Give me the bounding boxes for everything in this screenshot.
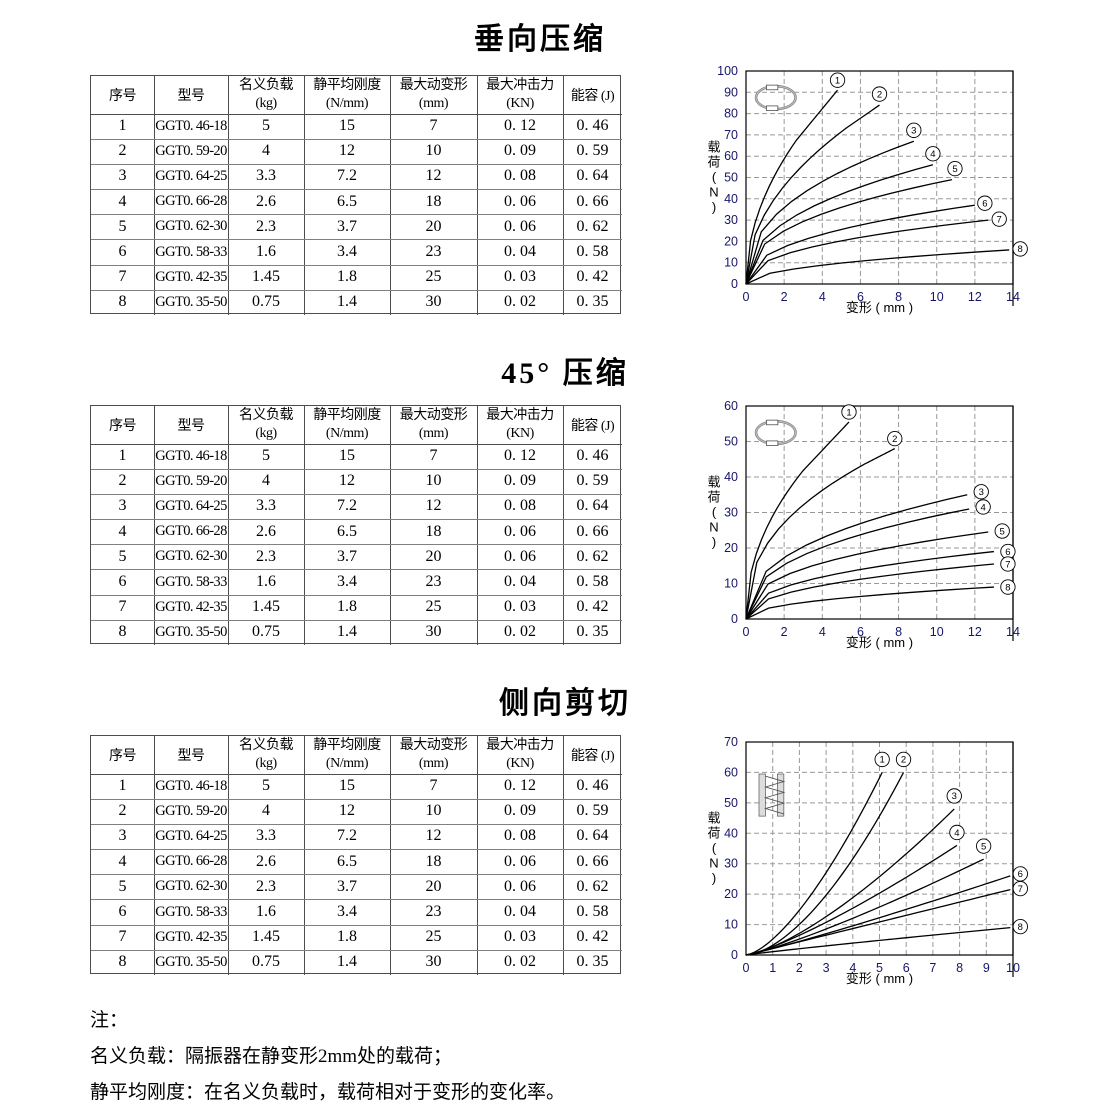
svg-text:3: 3	[823, 961, 830, 975]
svg-text:3: 3	[952, 791, 957, 802]
svg-text:30: 30	[724, 213, 738, 227]
svg-text:载: 载	[707, 811, 720, 826]
svg-text:7: 7	[1018, 884, 1023, 895]
svg-text:14: 14	[1006, 625, 1020, 639]
svg-text:50: 50	[724, 171, 738, 185]
svg-text:): )	[712, 535, 716, 550]
svg-text:5: 5	[1000, 526, 1005, 537]
svg-text:0: 0	[731, 612, 738, 626]
svg-text:载: 载	[707, 475, 720, 490]
svg-text:N: N	[709, 520, 718, 535]
svg-text:8: 8	[1005, 582, 1010, 593]
svg-text:5: 5	[952, 164, 957, 175]
svg-text:载: 载	[707, 140, 720, 155]
svg-text:80: 80	[724, 107, 738, 121]
svg-text:12: 12	[968, 625, 982, 639]
svg-text:60: 60	[724, 765, 738, 779]
svg-text:8: 8	[956, 961, 963, 975]
svg-text:50: 50	[724, 435, 738, 449]
svg-text:0: 0	[743, 290, 750, 304]
svg-text:5: 5	[981, 841, 986, 852]
svg-text:1: 1	[835, 75, 840, 86]
svg-text:10: 10	[1006, 961, 1020, 975]
svg-text:7: 7	[1005, 559, 1010, 570]
svg-text:40: 40	[724, 826, 738, 840]
svg-text:(: (	[712, 841, 717, 856]
svg-text:70: 70	[724, 735, 738, 749]
svg-text:4: 4	[930, 149, 935, 160]
svg-text:1: 1	[846, 407, 851, 418]
svg-text:荷: 荷	[707, 155, 720, 170]
svg-text:N: N	[709, 856, 718, 871]
svg-text:荷: 荷	[707, 826, 720, 841]
svg-text:2: 2	[877, 89, 882, 100]
svg-text:3: 3	[979, 487, 984, 498]
svg-text:4: 4	[819, 625, 826, 639]
svg-text:9: 9	[983, 961, 990, 975]
svg-text:6: 6	[1005, 547, 1010, 558]
svg-text:3: 3	[911, 126, 916, 137]
svg-text:0: 0	[743, 961, 750, 975]
svg-text:7: 7	[997, 214, 1002, 225]
svg-text:2: 2	[892, 434, 897, 445]
svg-text:30: 30	[724, 506, 738, 520]
svg-text:1: 1	[880, 755, 885, 766]
svg-text:0: 0	[743, 625, 750, 639]
svg-text:30: 30	[724, 857, 738, 871]
svg-text:10: 10	[930, 290, 944, 304]
svg-text:20: 20	[724, 887, 738, 901]
svg-text:6: 6	[1018, 869, 1023, 880]
svg-text:变形 ( mm ): 变形 ( mm )	[846, 971, 913, 986]
svg-text:10: 10	[724, 918, 738, 932]
svg-text:2: 2	[901, 755, 906, 766]
svg-text:2: 2	[781, 290, 788, 304]
svg-text:10: 10	[724, 256, 738, 270]
svg-text:40: 40	[724, 470, 738, 484]
svg-text:4: 4	[954, 828, 959, 839]
svg-text:90: 90	[724, 85, 738, 99]
svg-text:N: N	[709, 185, 718, 200]
svg-text:变形 ( mm ): 变形 ( mm )	[846, 635, 913, 650]
svg-text:12: 12	[968, 290, 982, 304]
svg-text:8: 8	[1018, 922, 1023, 933]
svg-text:2: 2	[796, 961, 803, 975]
svg-text:(: (	[712, 505, 717, 520]
svg-text:60: 60	[724, 399, 738, 413]
svg-text:2: 2	[781, 625, 788, 639]
svg-text:4: 4	[819, 290, 826, 304]
svg-text:100: 100	[717, 64, 738, 78]
svg-text:): )	[712, 200, 716, 215]
svg-text:60: 60	[724, 149, 738, 163]
svg-text:0: 0	[731, 948, 738, 962]
svg-text:7: 7	[929, 961, 936, 975]
svg-text:6: 6	[982, 198, 987, 209]
svg-text:50: 50	[724, 796, 738, 810]
svg-text:): )	[712, 871, 716, 886]
svg-text:8: 8	[1018, 244, 1023, 255]
svg-text:14: 14	[1006, 290, 1020, 304]
svg-text:0: 0	[731, 277, 738, 291]
svg-text:10: 10	[724, 577, 738, 591]
svg-text:20: 20	[724, 234, 738, 248]
svg-text:(: (	[712, 170, 717, 185]
svg-text:70: 70	[724, 128, 738, 142]
svg-text:4: 4	[980, 502, 985, 513]
svg-text:20: 20	[724, 541, 738, 555]
svg-text:1: 1	[769, 961, 776, 975]
svg-text:荷: 荷	[707, 490, 720, 505]
svg-text:40: 40	[724, 192, 738, 206]
svg-text:10: 10	[930, 625, 944, 639]
svg-text:变形 ( mm ): 变形 ( mm )	[846, 300, 913, 315]
